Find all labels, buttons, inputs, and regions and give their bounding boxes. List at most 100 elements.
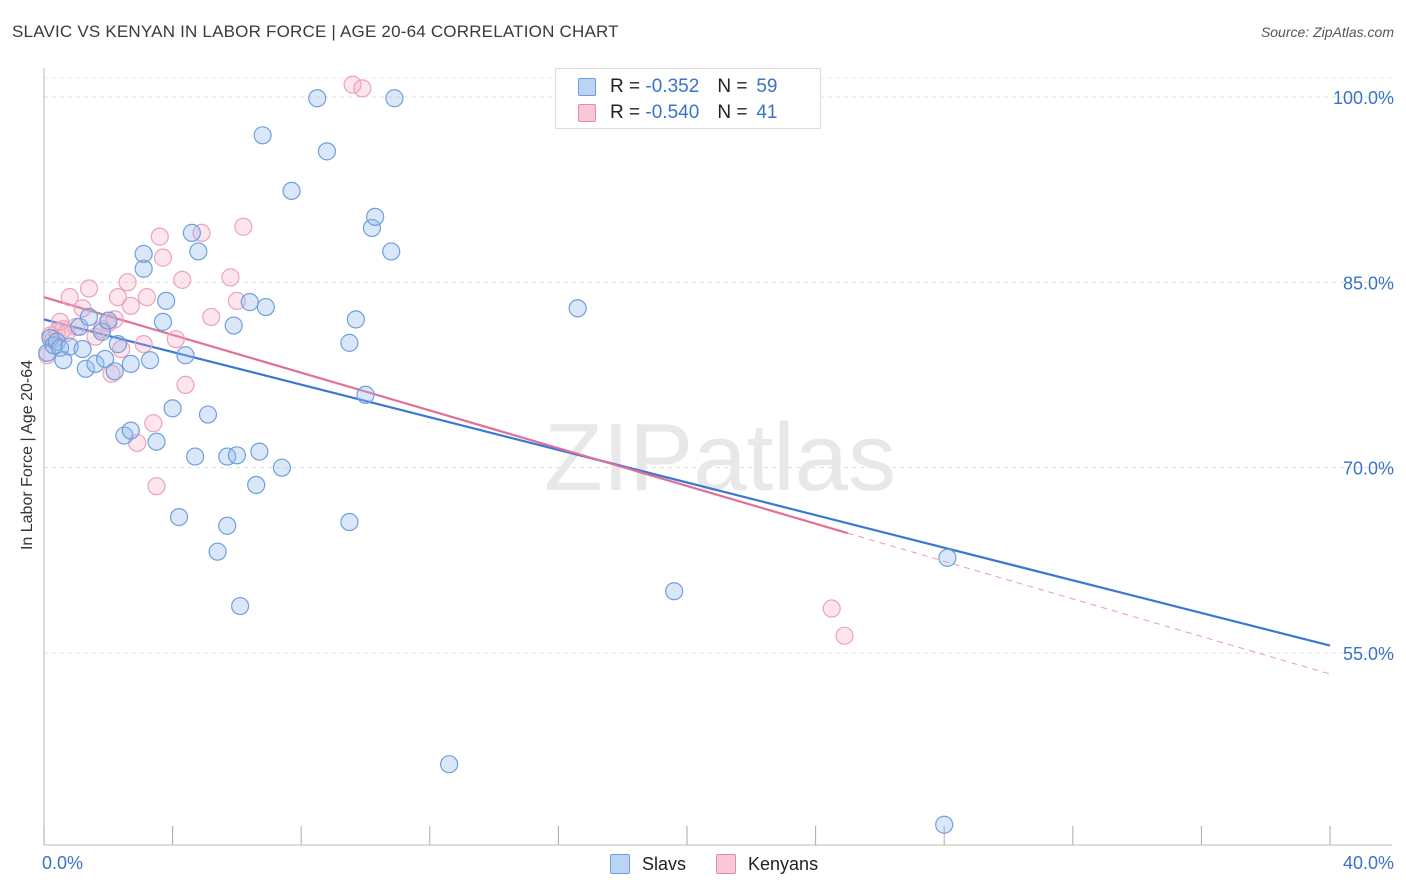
slavs-point-33 <box>208 542 227 561</box>
data-points <box>38 75 957 834</box>
slavs-point-37 <box>227 446 246 465</box>
kenyans-point-27 <box>166 330 185 349</box>
slavs-point-29 <box>182 223 201 243</box>
kenyans-point-34 <box>234 217 253 236</box>
x-tick-label-40: 40.0% <box>1343 853 1394 873</box>
slavs-r-value: -0.352 <box>645 76 700 97</box>
kenyans-point-23 <box>144 414 163 433</box>
kenyans-trend-extension <box>847 532 1331 675</box>
n-label: N = <box>717 102 748 123</box>
legend-item-kenyans[interactable]: Kenyans <box>716 854 818 875</box>
slavs-point-36 <box>224 316 243 335</box>
slavs-point-21 <box>134 244 153 264</box>
slavs-point-41 <box>250 442 269 461</box>
kenyans-point-18 <box>118 273 137 292</box>
slavs-point-56 <box>439 755 459 774</box>
kenyans-point-30 <box>192 223 211 243</box>
slavs-point-24 <box>153 312 173 331</box>
slavs-point-34 <box>218 516 237 535</box>
slavs-point-53 <box>366 207 385 226</box>
kenyans-point-35 <box>343 75 362 94</box>
slavs-point-43 <box>256 297 275 317</box>
kenyans-point-21 <box>134 335 153 354</box>
slavs-point-55 <box>385 89 404 108</box>
kenyans-point-26 <box>153 248 173 267</box>
kenyans-point-32 <box>221 268 240 287</box>
stats-legend: R = -0.352 N = 59 R = -0.540 N = 41 <box>555 68 821 129</box>
slavs-point-25 <box>157 291 176 310</box>
slavs-legend-swatch <box>610 854 630 874</box>
slavs-point-19 <box>121 421 140 440</box>
slavs-point-22 <box>140 351 160 370</box>
kenyans-legend-swatch <box>716 854 737 874</box>
kenyans-legend-label: Kenyans <box>748 853 819 874</box>
slavs-point-13 <box>95 349 115 369</box>
slavs-point-11 <box>86 354 105 373</box>
slavs-trend-line <box>43 318 1331 647</box>
kenyans-n-value: 41 <box>756 102 778 123</box>
grid-lines <box>44 77 1392 654</box>
legend-item-slavs[interactable]: Slavs <box>610 854 686 875</box>
kenyans-point-16 <box>105 310 124 329</box>
slavs-point-59 <box>938 548 957 567</box>
slavs-point-31 <box>189 242 208 261</box>
slavs-point-16 <box>105 362 124 381</box>
slavs-point-9 <box>76 359 95 378</box>
chart-source: Source: ZipAtlas.com <box>1260 24 1394 40</box>
y-tick-label-70: 70.0% <box>1343 459 1394 479</box>
kenyans-point-19 <box>121 296 140 315</box>
slavs-point-32 <box>198 405 218 424</box>
watermark: ZIPatlas <box>544 404 896 511</box>
kenyans-point-22 <box>137 288 156 307</box>
slavs-swatch <box>578 78 596 96</box>
slavs-point-28 <box>176 346 195 365</box>
kenyans-point-10 <box>79 279 99 298</box>
slavs-point-58 <box>665 582 684 601</box>
slavs-point-17 <box>121 354 140 373</box>
y-tick-label-55: 55.0% <box>1343 644 1394 664</box>
slavs-point-12 <box>92 322 111 341</box>
slavs-point-51 <box>356 385 375 404</box>
kenyans-point-29 <box>176 375 195 394</box>
kenyans-r-value: -0.540 <box>645 102 700 123</box>
legend-row-kenyans: R = -0.540 N = 41 <box>578 101 778 125</box>
slavs-point-8 <box>73 339 92 359</box>
slavs-point-39 <box>240 293 259 312</box>
slavs-point-54 <box>382 242 401 261</box>
slavs-point-49 <box>340 512 359 532</box>
kenyans-trend-line <box>43 296 849 535</box>
kenyans-point-37 <box>822 599 841 618</box>
kenyans-point-24 <box>147 477 166 496</box>
slavs-point-42 <box>253 126 272 145</box>
slavs-point-30 <box>186 447 205 466</box>
y-tick-label-100: 100.0% <box>1333 88 1394 108</box>
r-label: R = <box>610 102 641 123</box>
slavs-point-38 <box>231 596 250 616</box>
slavs-point-26 <box>163 399 182 418</box>
kenyans-point-31 <box>202 307 221 327</box>
slavs-point-40 <box>247 475 266 495</box>
slavs-point-10 <box>79 307 99 327</box>
y-tick-label-85: 85.0% <box>1343 273 1394 293</box>
legend-row-slavs: R = -0.352 N = 59 <box>578 75 778 99</box>
chart-title: SLAVIC VS KENYAN IN LABOR FORCE | AGE 20… <box>12 22 619 41</box>
kenyans-point-38 <box>835 626 854 645</box>
slavs-point-47 <box>317 142 337 161</box>
r-label: R = <box>610 76 641 97</box>
slavs-point-14 <box>99 311 118 330</box>
slavs-point-48 <box>340 333 359 352</box>
kenyans-point-28 <box>173 270 192 289</box>
slavs-point-52 <box>362 218 382 238</box>
slavs-point-50 <box>346 310 365 329</box>
kenyans-point-36 <box>353 79 372 98</box>
slavs-point-60 <box>935 815 954 834</box>
x-tick-label-0: 0.0% <box>42 853 83 873</box>
kenyans-point-7 <box>60 288 79 307</box>
kenyans-point-15 <box>108 288 128 307</box>
slavs-point-23 <box>147 432 166 451</box>
slavs-point-7 <box>70 317 89 336</box>
slavs-point-57 <box>568 299 587 318</box>
slavs-legend-label: Slavs <box>642 853 687 874</box>
n-label: N = <box>717 76 748 97</box>
